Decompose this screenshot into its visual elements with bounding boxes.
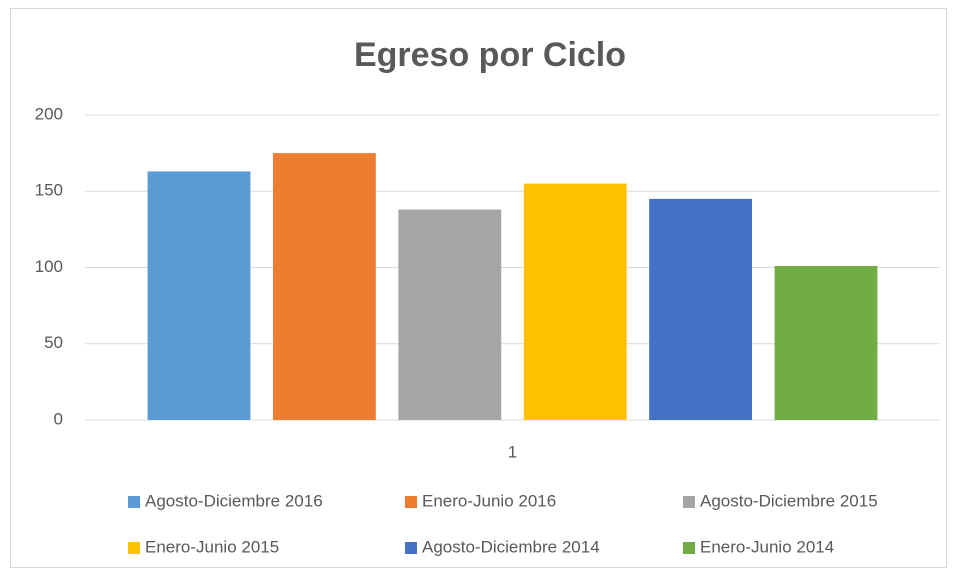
legend-label: Agosto-Diciembre 2014 <box>422 537 600 556</box>
y-tick-label: 50 <box>44 333 63 352</box>
legend-swatch <box>683 496 695 508</box>
legend-label: Agosto-Diciembre 2016 <box>145 491 323 510</box>
legend-swatch <box>128 496 140 508</box>
bar <box>147 171 251 420</box>
y-tick-label: 150 <box>35 181 63 200</box>
legend-label: Enero-Junio 2015 <box>145 537 279 556</box>
y-tick-label: 0 <box>54 409 63 428</box>
y-tick-label: 200 <box>35 104 63 123</box>
bar <box>774 265 878 420</box>
legend-swatch <box>405 542 417 554</box>
legend-swatch <box>128 542 140 554</box>
x-tick-label: 1 <box>508 442 517 461</box>
chart-title: Egreso por Ciclo <box>354 36 626 74</box>
bar <box>649 198 753 420</box>
bar <box>398 209 502 420</box>
bar <box>272 153 376 420</box>
legend-label: Agosto-Diciembre 2015 <box>700 491 878 510</box>
legend-label: Enero-Junio 2016 <box>422 491 556 510</box>
bar <box>523 183 627 420</box>
y-tick-label: 100 <box>35 257 63 276</box>
legend-swatch <box>683 542 695 554</box>
legend-label: Enero-Junio 2014 <box>700 537 834 556</box>
legend-swatch <box>405 496 417 508</box>
